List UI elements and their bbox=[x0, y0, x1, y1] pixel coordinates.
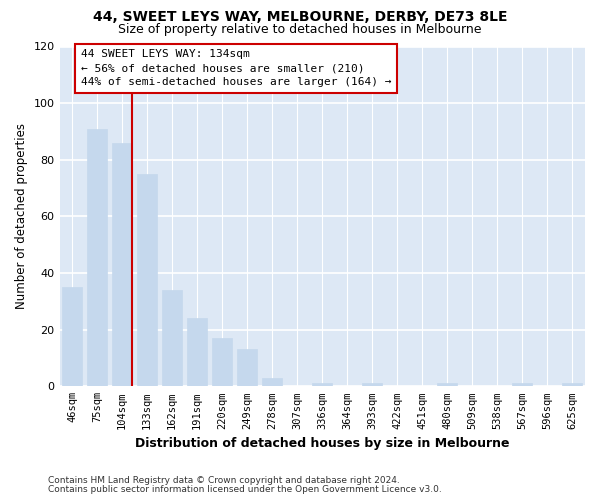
Bar bbox=[137, 174, 157, 386]
Bar bbox=[262, 378, 282, 386]
Bar bbox=[512, 384, 532, 386]
Bar bbox=[437, 384, 457, 386]
Bar bbox=[362, 384, 382, 386]
Bar bbox=[312, 384, 332, 386]
Bar bbox=[237, 350, 257, 387]
Bar bbox=[162, 290, 182, 386]
Bar bbox=[62, 287, 82, 386]
Text: Contains public sector information licensed under the Open Government Licence v3: Contains public sector information licen… bbox=[48, 485, 442, 494]
Bar bbox=[87, 128, 107, 386]
Text: 44 SWEET LEYS WAY: 134sqm
← 56% of detached houses are smaller (210)
44% of semi: 44 SWEET LEYS WAY: 134sqm ← 56% of detac… bbox=[81, 50, 391, 88]
Bar bbox=[187, 318, 207, 386]
X-axis label: Distribution of detached houses by size in Melbourne: Distribution of detached houses by size … bbox=[135, 437, 509, 450]
Text: Size of property relative to detached houses in Melbourne: Size of property relative to detached ho… bbox=[118, 22, 482, 36]
Y-axis label: Number of detached properties: Number of detached properties bbox=[15, 124, 28, 310]
Bar bbox=[562, 384, 583, 386]
Bar bbox=[112, 143, 132, 386]
Bar bbox=[212, 338, 232, 386]
Text: 44, SWEET LEYS WAY, MELBOURNE, DERBY, DE73 8LE: 44, SWEET LEYS WAY, MELBOURNE, DERBY, DE… bbox=[93, 10, 507, 24]
Text: Contains HM Land Registry data © Crown copyright and database right 2024.: Contains HM Land Registry data © Crown c… bbox=[48, 476, 400, 485]
